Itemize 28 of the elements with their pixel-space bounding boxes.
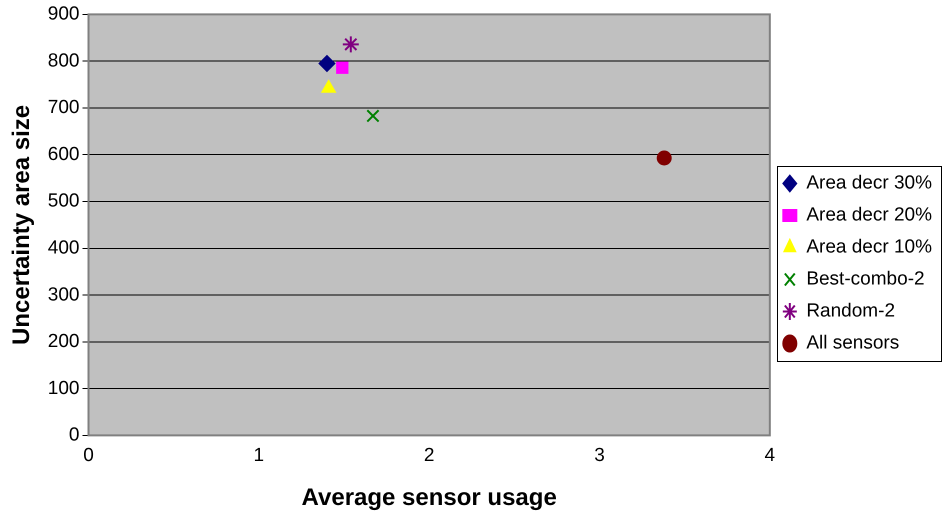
y-tick-label: 600: [48, 144, 80, 165]
y-axis-title: Uncertainty area size: [8, 104, 36, 345]
point: [318, 55, 336, 72]
point: [342, 35, 360, 54]
y-tick-label: 800: [48, 50, 80, 72]
x-tick-label: 1: [254, 445, 264, 466]
x-tick-label: 3: [594, 445, 605, 466]
legend-label: Area decr 30%: [806, 172, 932, 194]
y-tick-label: 200: [48, 331, 80, 352]
legend-label: Random-2: [806, 300, 896, 322]
x-tick-label: 4: [764, 445, 776, 466]
point: [656, 150, 672, 166]
x-tick-label: 2: [424, 445, 434, 466]
y-tick-label: 700: [48, 97, 80, 118]
x-tick-label: 0: [83, 445, 94, 466]
y-tick-label: 400: [48, 238, 80, 259]
y-tick-label: 0: [68, 424, 80, 446]
y-tick-label: 300: [48, 284, 80, 306]
legend-label: Best-combo-2: [806, 268, 925, 290]
legend-label: Area decr 10%: [806, 236, 932, 258]
point: [366, 109, 380, 123]
y-tick-label: 500: [48, 190, 80, 212]
point: [336, 62, 348, 74]
legend-label: Area decr 20%: [806, 204, 932, 226]
x-axis-title: Average sensor usage: [302, 484, 557, 512]
legend-label: All sensors: [806, 332, 900, 354]
y-tick-label: 100: [48, 378, 80, 399]
y-tick-label: 900: [48, 4, 80, 25]
